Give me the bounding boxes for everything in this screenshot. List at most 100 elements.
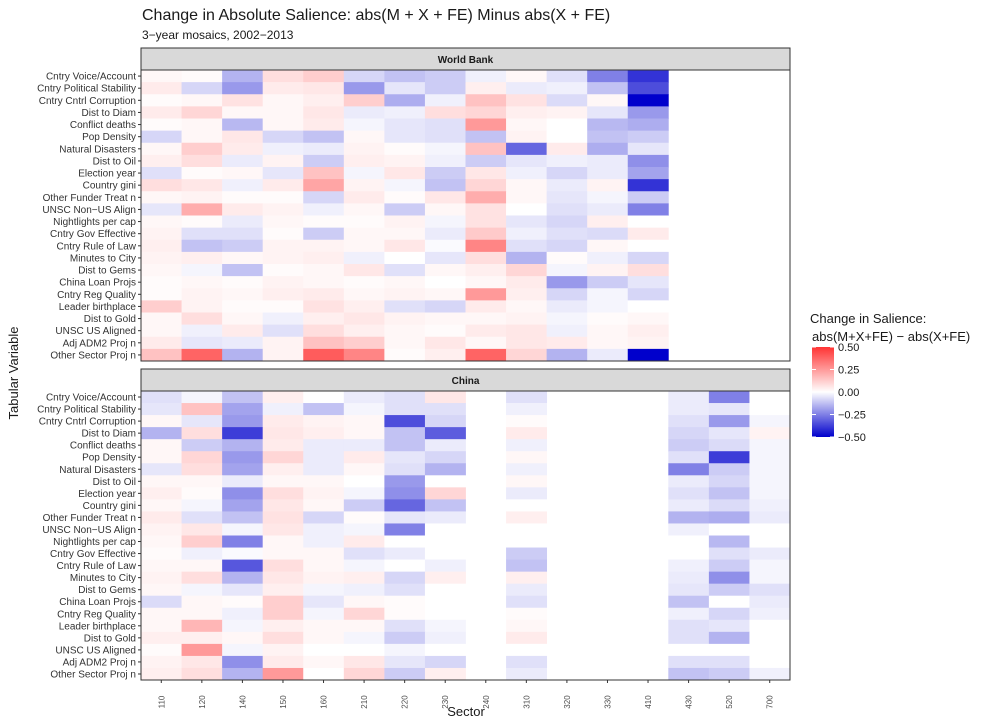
heatmap-cell: [546, 203, 588, 216]
heatmap-cell: [141, 487, 182, 500]
heatmap-cell: [222, 300, 264, 313]
heatmap-cell: [424, 511, 466, 524]
heatmap-cell: [222, 475, 264, 488]
heatmap-cell: [424, 427, 466, 440]
heatmap-cell: [343, 348, 385, 362]
heatmap-cell: [627, 167, 669, 180]
heatmap-cell: [546, 106, 588, 119]
heatmap-cell: [465, 191, 507, 204]
x-tick-label: 310: [522, 695, 531, 709]
heatmap-cell: [424, 523, 466, 536]
heatmap-cell: [506, 427, 548, 440]
heatmap-cell: [343, 251, 385, 265]
y-tick-label: Other Sector Proj n: [50, 350, 136, 361]
y-tick-label: Leader birthplace: [59, 621, 137, 632]
heatmap-cell: [668, 595, 710, 609]
heatmap-cell: [587, 179, 629, 192]
heatmap-cell: [384, 475, 426, 488]
heatmap-cell: [465, 106, 507, 119]
heatmap-cell: [424, 167, 466, 180]
heatmap-cell: [181, 463, 223, 476]
heatmap-cell: [506, 463, 548, 476]
y-tick-label: Cntry Voice/Account: [46, 72, 136, 83]
heatmap-cell: [181, 94, 223, 107]
heatmap-cell: [262, 619, 304, 633]
heatmap-cell: [424, 583, 466, 597]
heatmap-cell: [343, 487, 385, 500]
heatmap-cell: [668, 475, 710, 488]
heatmap-cell: [222, 607, 264, 621]
y-tick-label: China Loan Projs: [59, 278, 136, 289]
x-tick-label: 110: [157, 695, 166, 708]
heatmap-cell: [141, 300, 182, 313]
heatmap-cell: [141, 336, 182, 350]
heatmap-cell: [424, 415, 466, 428]
heatmap-cell: [424, 203, 466, 216]
heatmap-cell: [424, 487, 466, 500]
heatmap-cell: [303, 167, 345, 180]
heatmap-cell: [627, 130, 669, 144]
heatmap-cell: [506, 451, 548, 464]
heatmap-cell: [465, 82, 507, 95]
legend-tick-label: 0.00: [838, 387, 859, 399]
heatmap-cell: [627, 227, 669, 241]
heatmap-cell: [222, 631, 264, 645]
heatmap-cell: [141, 130, 182, 144]
heatmap-cell: [141, 475, 182, 488]
heatmap-cell: [141, 535, 182, 548]
y-tick-label: Minutes to City: [70, 253, 136, 264]
heatmap-cell: [708, 595, 750, 609]
heatmap-cell: [424, 463, 466, 476]
heatmap-cell: [627, 251, 669, 265]
heatmap-cell: [708, 583, 750, 597]
heatmap-cell: [141, 667, 182, 681]
heatmap-cell: [303, 239, 345, 253]
heatmap-cell: [546, 288, 588, 301]
heatmap-cell: [141, 348, 182, 362]
heatmap-cell: [262, 130, 304, 144]
heatmap-cell: [262, 391, 304, 404]
heatmap-cell: [141, 559, 182, 573]
heatmap-cell: [222, 82, 264, 95]
heatmap-cell: [627, 94, 669, 107]
heatmap-cell: [546, 94, 588, 107]
heatmap-cell: [424, 239, 466, 253]
heatmap-cell: [303, 82, 345, 95]
heatmap-cell: [181, 451, 223, 464]
heatmap-cell: [181, 264, 223, 277]
heatmap-cell: [141, 463, 182, 476]
heatmap-cell: [749, 667, 791, 681]
heatmap-cell: [343, 643, 385, 657]
heatmap-cell: [587, 203, 629, 216]
heatmap-cell: [668, 415, 710, 428]
heatmap-cell: [506, 336, 548, 350]
heatmap-cell: [587, 191, 629, 204]
heatmap-cell: [343, 70, 385, 83]
y-tick-label: Country gini: [83, 501, 136, 512]
heatmap-cell: [303, 324, 345, 338]
heatmap-cell: [343, 106, 385, 119]
heatmap-cell: [424, 70, 466, 83]
heatmap-cell: [627, 154, 669, 168]
heatmap-cell: [141, 499, 182, 512]
heatmap-cell: [303, 475, 345, 488]
heatmap-cell: [222, 439, 264, 452]
heatmap-cell: [506, 312, 548, 326]
heatmap-cell: [303, 667, 345, 681]
heatmap-cell: [546, 179, 588, 192]
heatmap-cell: [181, 70, 223, 83]
heatmap-cell: [749, 571, 791, 585]
y-tick-label: Cntry Cntrl Corruption: [39, 96, 136, 107]
heatmap-cell: [262, 535, 304, 548]
heatmap-cell: [181, 312, 223, 326]
heatmap-cell: [222, 463, 264, 476]
heatmap-cell: [384, 154, 426, 168]
heatmap-cell: [141, 571, 182, 585]
heatmap-cell: [668, 583, 710, 597]
heatmap-cell: [384, 276, 426, 289]
heatmap-cell: [303, 439, 345, 452]
x-axis: 110 120 140 150 160 210 220 230 240 310 320 330 410 4…: [157, 680, 775, 709]
heatmap-cell: [262, 251, 304, 265]
heatmap-cell: [384, 300, 426, 313]
heatmap-cell: [303, 655, 345, 669]
